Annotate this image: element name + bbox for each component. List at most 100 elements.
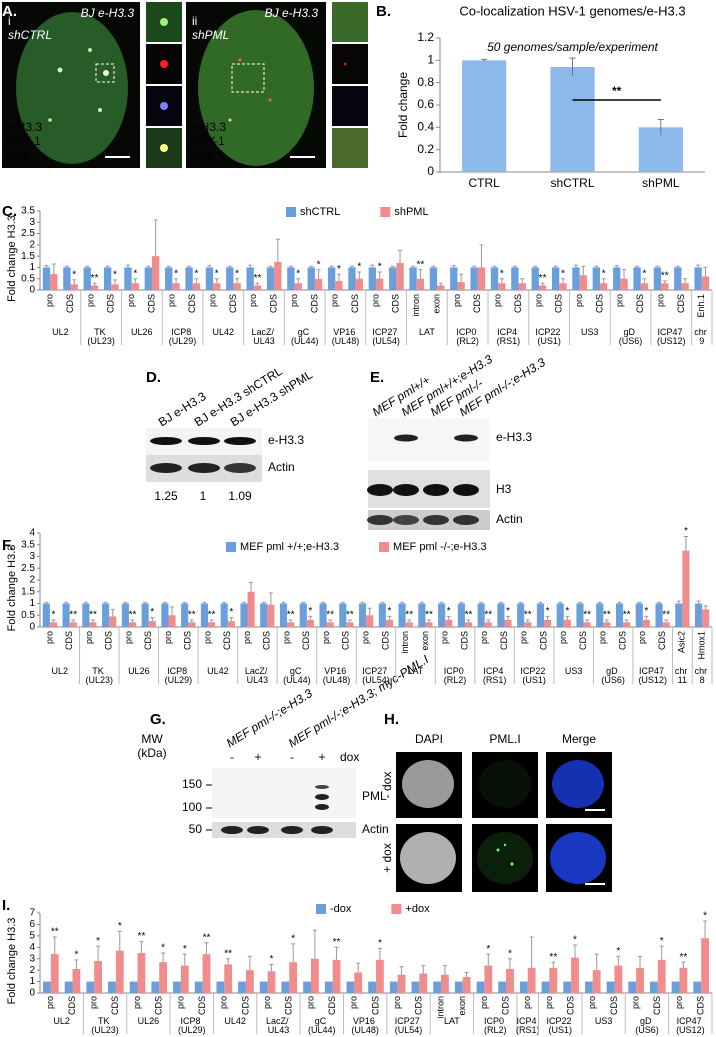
x-tick-label: pro	[615, 294, 625, 307]
quantification: 1.09	[228, 489, 252, 503]
y-tick-label: 1.2	[417, 30, 434, 44]
bar	[319, 603, 327, 627]
bar	[662, 622, 670, 627]
x-tick-label: CDS	[284, 996, 294, 1015]
bar	[418, 603, 426, 627]
bar	[549, 967, 558, 993]
error-bar	[657, 601, 662, 604]
error-bar	[96, 945, 101, 961]
bar	[287, 622, 295, 627]
x-tick-label: pro	[674, 996, 684, 1009]
error-bar	[601, 278, 606, 284]
bar	[477, 267, 486, 290]
significance-label: **	[188, 610, 196, 621]
bar	[42, 603, 50, 627]
bar	[279, 603, 288, 627]
bar	[339, 603, 347, 627]
significance-label: *	[96, 936, 100, 947]
bar	[194, 981, 203, 993]
group-label: gD (US6)	[619, 327, 643, 346]
error-bar	[143, 601, 148, 604]
annotation: 50 genomes/sample/experiment	[487, 40, 658, 54]
significance-label: *	[270, 954, 274, 965]
bar	[633, 267, 641, 290]
bar	[614, 965, 623, 993]
group-label: US3	[565, 666, 583, 676]
significance-label: **	[661, 271, 669, 282]
bar	[695, 603, 703, 627]
x-tick-label: CDS	[64, 631, 74, 650]
legend-label: -dox	[330, 903, 352, 915]
error-bar	[390, 265, 395, 268]
significance-label: *	[642, 268, 646, 279]
legend-swatch	[316, 904, 326, 914]
bar	[506, 969, 514, 993]
y-tick-label: 5	[29, 930, 35, 941]
group-label: ICP22 (US1)	[547, 1016, 575, 1035]
group-label: ICP47 (US12)	[638, 666, 667, 685]
panel-label: E.	[370, 369, 384, 386]
x-tick-label: CDS	[240, 996, 250, 1015]
bar	[42, 267, 51, 290]
x-tick-label: Asic2	[677, 631, 687, 653]
x-tick-label: pro	[360, 631, 370, 644]
error-bar	[275, 238, 280, 262]
group-label: ICP4 (RS1)	[483, 666, 507, 685]
group-label: ICP4 (RS1)	[497, 327, 521, 346]
y-tick-label: 3.5	[21, 206, 35, 217]
error-bar	[466, 619, 471, 623]
bar	[556, 603, 564, 627]
significance-label: *	[72, 269, 76, 280]
significance-label: **	[416, 259, 424, 270]
error-bar	[336, 273, 341, 281]
group-label: VP16 (UL48)	[332, 327, 360, 346]
image-condition: shPML	[192, 28, 229, 42]
error-bar	[90, 619, 95, 623]
x-tick-label: exon	[420, 631, 430, 651]
bar	[693, 981, 702, 993]
y-tick-label: 1	[427, 53, 434, 67]
x-tick-label: pro	[305, 996, 315, 1009]
x-tick-label: exon	[431, 294, 441, 314]
treatment-label: dox	[340, 750, 359, 764]
error-bar	[439, 601, 444, 604]
x-tick-label: pro	[84, 631, 94, 644]
bar	[411, 981, 420, 993]
bar	[224, 964, 233, 993]
error-bar	[316, 269, 321, 279]
bar	[476, 981, 485, 993]
x-tick-label: CDS	[513, 294, 523, 313]
error-bar	[103, 601, 108, 604]
error-bar	[585, 619, 590, 623]
error-bar	[296, 278, 301, 284]
x-tick-label: pro	[587, 996, 597, 1009]
bar	[603, 622, 611, 627]
error-bar	[44, 601, 49, 604]
error-bar	[529, 936, 534, 968]
error-bar	[328, 619, 333, 623]
y-tick-label: 1	[29, 976, 35, 987]
y-tick-label: 3	[29, 217, 35, 228]
error-bar	[166, 265, 171, 268]
x-tick-label: pro	[219, 996, 229, 1009]
significance-label: *	[500, 268, 504, 279]
bar	[161, 603, 169, 627]
bar	[464, 622, 473, 627]
bar	[635, 603, 643, 627]
group-label: UL26	[131, 327, 153, 337]
bar	[559, 283, 567, 290]
x-tick-label: CDS	[652, 996, 662, 1015]
error-bar	[301, 601, 306, 604]
x-tick-label: CDS	[104, 631, 114, 650]
x-tick-label: CDS	[380, 631, 390, 650]
x-tick-label: pro	[85, 294, 95, 307]
bar	[477, 603, 485, 627]
legend-swatch	[286, 207, 296, 217]
bar	[674, 267, 682, 290]
x-tick-label: CDS	[696, 996, 706, 1015]
x-tick-label: CDS	[565, 996, 575, 1015]
x-tick-label: pro	[522, 996, 532, 1009]
error-bar	[139, 941, 144, 953]
micrograph-i	[2, 2, 182, 168]
significance-label: *	[183, 944, 187, 955]
